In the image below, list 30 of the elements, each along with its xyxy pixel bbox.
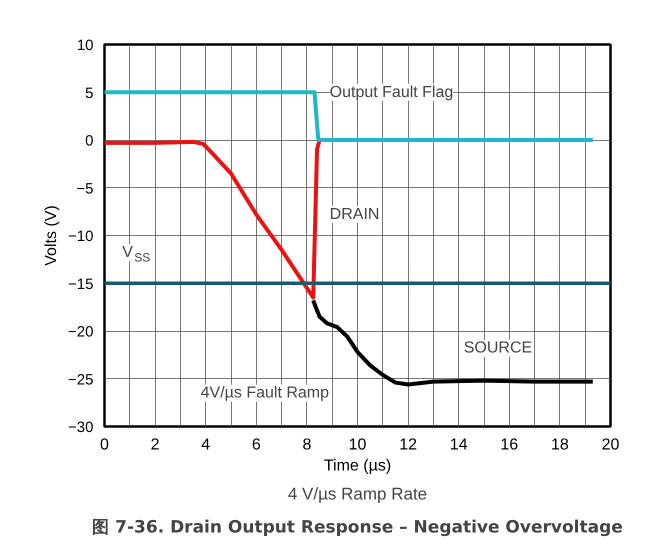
x-tick-label: 18 (551, 436, 569, 454)
y-tick-label: −20 (68, 324, 94, 340)
x-tick-label: 20 (602, 436, 620, 454)
y-tick-label: 10 (76, 37, 94, 54)
x-axis-title: Time (µs) (324, 458, 392, 474)
x-tick-label: 6 (252, 436, 261, 454)
series-label: DRAIN (330, 206, 380, 223)
x-tick-label: 4 (201, 436, 210, 454)
y-tick-label: −15 (68, 276, 94, 293)
text: 图 7-36. Drain Output Response – Negative Overvoltage (92, 518, 623, 538)
x-tick-label: 14 (450, 436, 468, 454)
annotation: 4V/µs Fault Ramp (200, 384, 330, 402)
y-tick-label: −25 (68, 371, 94, 388)
line-series (104, 138, 322, 300)
text: 4 V/µs Ramp Rate (288, 484, 428, 504)
x-tick-label: 2 (150, 436, 160, 454)
x-tick-label: 16 (500, 436, 518, 454)
y-tick-label: 0 (85, 132, 94, 150)
y-tick-label: 5 (85, 84, 94, 102)
y-tick-label: −30 (68, 419, 94, 436)
series-label: SOURCE (464, 340, 532, 357)
x-tick-label: 0 (100, 436, 110, 454)
y-tick-label: −5 (76, 180, 94, 198)
x-tick-label: 10 (348, 436, 366, 454)
x-tick-label: 8 (302, 436, 312, 454)
x-tick-label: 12 (399, 436, 418, 454)
line-series (311, 298, 595, 386)
series-label: Output Fault Flag (330, 84, 454, 101)
y-tick-label: −10 (68, 228, 94, 245)
y-axis-title: Volts (V) (43, 205, 60, 266)
